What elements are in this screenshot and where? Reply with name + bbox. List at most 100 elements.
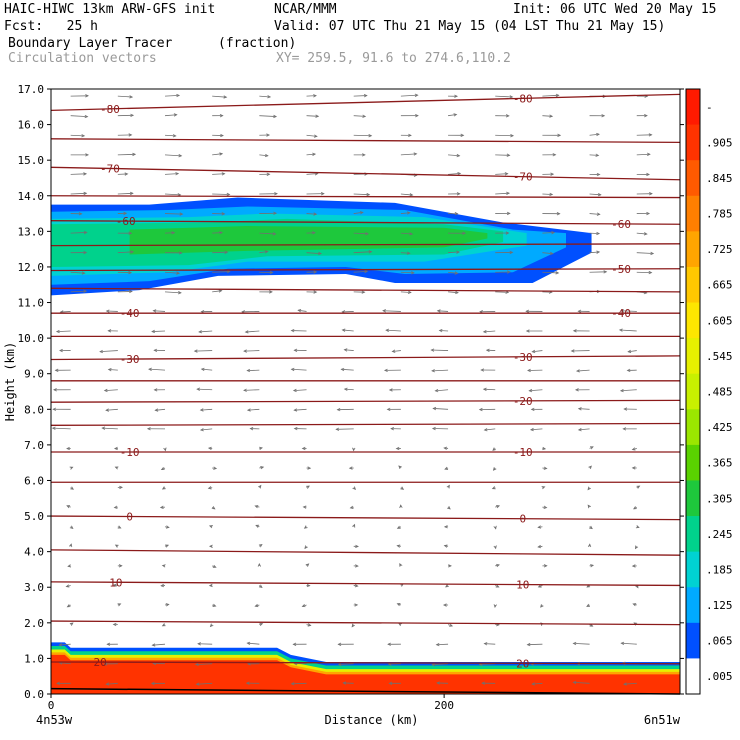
vector-arrow (68, 543, 73, 548)
vector-arrow (623, 682, 637, 686)
vector-arrow (117, 250, 135, 254)
vector-arrow (495, 172, 509, 176)
colorbar-label: - (706, 101, 713, 114)
vector-arrow (448, 250, 461, 254)
vector-arrow (335, 427, 354, 431)
vector-arrow (67, 564, 72, 568)
vector-arrow (495, 191, 510, 195)
vector-arrow (290, 682, 307, 686)
vector-arrow (530, 407, 543, 412)
vector-arrow (352, 447, 356, 452)
vector-arrow (306, 583, 311, 588)
field-units: (fraction) (218, 36, 297, 51)
vector-arrow (542, 192, 554, 197)
vector-arrow (400, 232, 414, 236)
vector-arrow (161, 623, 166, 627)
vector-arrow (589, 446, 594, 450)
vector-arrow (259, 192, 278, 196)
y-tick-label: 12.0 (18, 261, 45, 274)
vector-arrow (306, 270, 318, 274)
vector-arrow (69, 525, 74, 530)
vector-arrow (212, 192, 231, 197)
vector-arrow (292, 642, 307, 646)
vector-arrow (163, 447, 167, 452)
contour-label: -40 (120, 307, 140, 320)
vector-arrow (434, 388, 449, 393)
vector-arrow (164, 134, 177, 138)
vector-arrow (52, 407, 71, 411)
vector-arrow (114, 466, 119, 470)
vector-arrow (259, 622, 264, 627)
vector-arrow (448, 212, 459, 216)
vector-arrow (70, 172, 88, 176)
vector-arrow (443, 446, 449, 450)
vector-arrow (259, 95, 272, 99)
contour-line (50, 661, 681, 665)
vector-arrow (447, 505, 451, 510)
vector-arrow (493, 545, 497, 550)
vector-arrow (99, 349, 118, 354)
vector-arrow (400, 193, 414, 197)
vector-arrow (305, 563, 310, 567)
vector-arrow (160, 583, 166, 588)
vector-arrow (495, 211, 511, 216)
vector-arrow (443, 544, 449, 548)
vector-arrow (353, 211, 364, 215)
vector-arrow (572, 641, 590, 646)
vector-arrow (117, 172, 129, 176)
vector-arrow (259, 250, 269, 254)
vector-arrow (306, 290, 318, 294)
vector-arrow (151, 329, 166, 334)
vector-arrow (200, 367, 213, 372)
vector-arrow (443, 525, 449, 529)
vector-arrow (164, 525, 170, 529)
vector-arrow (337, 662, 354, 667)
vector-arrow (448, 271, 459, 275)
colorbar-label: .185 (706, 563, 733, 576)
vector-arrow (382, 309, 401, 313)
vector-arrow (56, 681, 71, 686)
vector-arrow (151, 643, 166, 647)
vector-arrow (636, 133, 653, 137)
vector-arrow (480, 368, 496, 372)
colorbar-swatch (686, 444, 700, 481)
vector-arrow (399, 504, 403, 509)
vector-arrow (525, 309, 543, 313)
vector-arrow (66, 446, 71, 451)
colorbar-label: .305 (706, 492, 733, 505)
contour-line (50, 399, 681, 403)
vector-arrow (259, 114, 278, 119)
vector-arrow (212, 250, 229, 254)
contour-label: 20 (516, 657, 529, 670)
vector-arrow (70, 250, 88, 255)
vector-arrow (352, 523, 356, 528)
vector-arrow (589, 192, 602, 197)
vector-arrow (259, 446, 263, 451)
vector-arrow (576, 369, 590, 373)
vector-arrow (353, 564, 359, 568)
vector-arrow (70, 486, 74, 490)
vector-arrow (70, 134, 86, 138)
vector-arrow (438, 328, 449, 333)
vector-arrow (636, 485, 641, 489)
vector-arrow (254, 603, 260, 608)
vector-arrow (212, 113, 224, 118)
vector-arrow (495, 153, 511, 157)
vector-arrow (349, 505, 354, 509)
vector-arrow (635, 525, 640, 529)
vector-arrow (246, 641, 260, 646)
vector-arrow (542, 505, 548, 509)
x-axis-label: Distance (km) (325, 713, 419, 727)
vector-arrow (306, 152, 317, 156)
y-axis-label: Height (km) (3, 342, 17, 421)
contour-line (50, 243, 681, 247)
vector-arrow (259, 153, 269, 158)
contour-label: -40 (611, 307, 631, 320)
vector-arrow (117, 289, 133, 294)
x-tick-label: 0 (48, 699, 55, 712)
vector-arrow (196, 387, 213, 391)
colorbar-label: .905 (706, 136, 733, 149)
vector-arrow (636, 192, 653, 196)
vector-arrow (199, 428, 213, 432)
